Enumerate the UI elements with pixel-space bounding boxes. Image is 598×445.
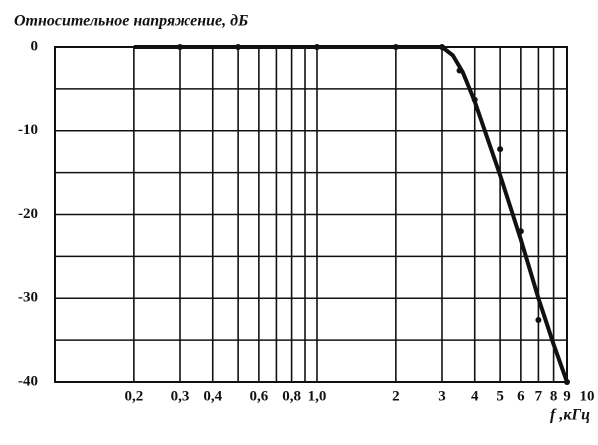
- y-tick-label: -30: [18, 290, 38, 306]
- x-tick-label: 10: [579, 388, 594, 404]
- x-tick-label: 7: [535, 388, 543, 404]
- x-axis-label: f ,кГц: [550, 407, 590, 424]
- x-tick-label: 0,4: [203, 388, 222, 404]
- x-tick-label: 5: [496, 388, 504, 404]
- x-tick-label: 6: [517, 388, 525, 404]
- x-tick-label: 0,6: [249, 388, 268, 404]
- x-tick-label: 8: [550, 388, 558, 404]
- chart-title: Относительное напряжение, дБ: [14, 13, 248, 30]
- x-tick-label: 3: [438, 388, 446, 404]
- y-tick-label: 0: [31, 38, 39, 54]
- data-point: [535, 317, 542, 324]
- x-tick-label: 0,3: [171, 388, 190, 404]
- y-tick-label: -10: [18, 122, 38, 138]
- x-tick-label: 2: [392, 388, 400, 404]
- x-tick-label: 9: [563, 388, 571, 404]
- y-tick-label: -20: [18, 206, 38, 222]
- y-tick-label: -40: [18, 373, 38, 389]
- x-tick-label: 1,0: [308, 388, 327, 404]
- curve: [133, 45, 569, 383]
- x-tick-label: 4: [471, 388, 479, 404]
- x-tick-label: 0,8: [282, 388, 301, 404]
- x-tick-label: 0,2: [124, 388, 143, 404]
- data-point: [497, 146, 504, 153]
